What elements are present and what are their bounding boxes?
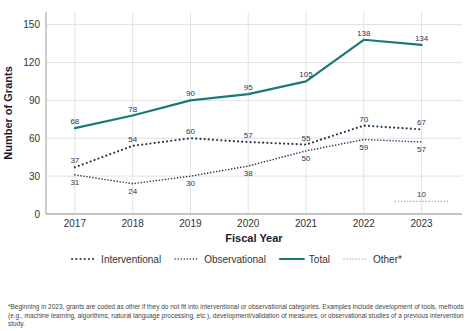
y-tick-label: 150 <box>23 19 40 30</box>
x-grid-line <box>248 12 249 214</box>
dash-marker <box>396 201 448 203</box>
legend-swatch <box>72 258 96 260</box>
legend-label: Total <box>309 254 330 265</box>
series-line <box>75 40 422 128</box>
data-label: 138 <box>357 29 371 38</box>
data-label: 60 <box>186 127 195 136</box>
y-tick-label: 120 <box>23 57 40 68</box>
data-label: 57 <box>417 145 426 154</box>
y-tick-label: 60 <box>29 133 41 144</box>
y-tick-label: 90 <box>29 95 41 106</box>
data-label: 10 <box>417 190 426 199</box>
data-label: 68 <box>70 117 79 126</box>
data-label: 67 <box>417 118 426 127</box>
y-axis-line <box>46 12 47 214</box>
data-label: 38 <box>244 169 253 178</box>
data-label: 50 <box>302 154 311 163</box>
y-grid-line <box>46 100 462 101</box>
data-labels: 37 54 60 57 55 70 67 31 24 30 38 50 59 57 68 78 90 95 105 1… <box>70 29 428 200</box>
x-tick-label: 2020 <box>237 218 260 229</box>
x-axis-label: Fiscal Year <box>225 232 283 244</box>
x-tick-label: 2021 <box>295 218 318 229</box>
data-label: 78 <box>128 105 137 114</box>
footnote: *Beginning in 2023, grants are coded as … <box>8 303 464 328</box>
data-label: 55 <box>302 134 311 143</box>
series-line <box>75 140 422 184</box>
legend-label: Other* <box>373 254 402 265</box>
y-grid-line <box>46 138 462 139</box>
chart: 0 30 60 90 120 150 2017 2018 2019 2020 2021 2022 202… <box>0 0 474 331</box>
data-label: 24 <box>128 187 137 196</box>
legend-item: Total <box>280 254 330 265</box>
legend-item: Observational <box>175 254 266 265</box>
x-tick-label: 2023 <box>410 218 433 229</box>
plot-area <box>75 40 448 202</box>
x-grid-line <box>306 12 307 214</box>
data-label: 54 <box>128 135 137 144</box>
data-label: 30 <box>186 179 195 188</box>
legend-label: Observational <box>204 254 266 265</box>
y-axis-label: Number of Grants <box>2 66 14 160</box>
data-label: 90 <box>186 89 195 98</box>
data-label: 105 <box>299 70 313 79</box>
x-tick-label: 2017 <box>64 218 87 229</box>
grid <box>46 12 462 214</box>
footnote-line: study. <box>8 320 25 328</box>
y-tick-label: 30 <box>29 171 41 182</box>
data-label: 31 <box>70 178 79 187</box>
data-label: 95 <box>244 83 253 92</box>
legend-item: Interventional <box>72 254 161 265</box>
legend-swatch <box>280 258 304 260</box>
x-tick-label: 2019 <box>179 218 202 229</box>
y-tick-label: 0 <box>34 209 40 220</box>
legend-item: Other* <box>344 254 402 265</box>
legend: Interventional Observational Total Other* <box>72 254 402 265</box>
series-line <box>75 126 422 168</box>
x-grid-line <box>363 12 364 214</box>
data-label: 57 <box>244 131 253 140</box>
data-label: 134 <box>415 34 429 43</box>
legend-label: Interventional <box>101 254 161 265</box>
y-grid-line <box>46 176 462 177</box>
data-label: 59 <box>359 143 368 152</box>
x-tick-label: 2022 <box>353 218 376 229</box>
footnote-line: (e.g., machine learning, algorithms, nat… <box>8 312 464 320</box>
y-grid-line <box>46 214 462 215</box>
x-axis-line <box>46 214 462 215</box>
data-label: 70 <box>359 115 368 124</box>
x-tick-label: 2018 <box>122 218 145 229</box>
footnote-line: *Beginning in 2023, grants are coded as … <box>8 303 464 311</box>
y-grid-line <box>46 24 462 25</box>
legend-swatch <box>175 258 199 260</box>
y-grid-line <box>46 62 462 63</box>
data-label: 37 <box>70 156 79 165</box>
legend-swatch <box>344 258 368 260</box>
